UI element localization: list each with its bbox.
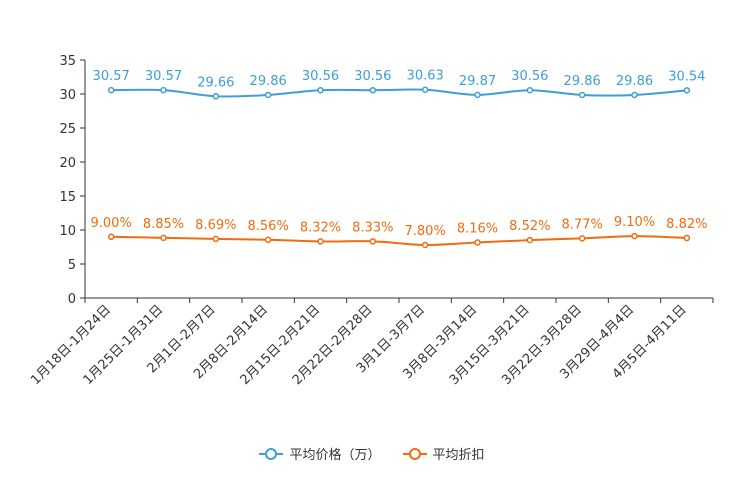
- data-point: [526, 236, 534, 244]
- data-label: 8.85%: [143, 217, 184, 232]
- data-label: 7.80%: [405, 224, 446, 239]
- data-point: [160, 86, 167, 94]
- data-label: 29.87: [459, 74, 496, 89]
- y-tick-label: 10: [59, 224, 76, 239]
- data-label: 9.00%: [91, 216, 132, 231]
- y-tick-label: 5: [68, 258, 76, 273]
- data-label: 30.63: [407, 69, 444, 84]
- y-tick-label: 30: [59, 88, 76, 103]
- data-label: 30.56: [511, 69, 548, 84]
- y-tick-label: 25: [59, 122, 76, 137]
- legend-item-discount[interactable]: 平均折扣: [402, 444, 485, 463]
- data-point: [264, 91, 272, 99]
- data-label: 29.86: [616, 74, 653, 89]
- chart-legend: 平均价格（万） 平均折扣: [0, 444, 744, 463]
- data-point: [578, 235, 586, 242]
- legend-item-price[interactable]: 平均价格（万）: [259, 444, 381, 463]
- data-label: 29.66: [197, 75, 234, 90]
- data-label: 8.77%: [562, 217, 603, 232]
- series-line-price: [111, 88, 687, 98]
- data-point: [631, 91, 638, 99]
- y-tick-label: 35: [59, 54, 76, 69]
- y-tick-label: 15: [59, 190, 76, 205]
- y-tick-label: 20: [59, 156, 76, 171]
- data-label: 8.52%: [509, 219, 550, 234]
- data-point: [264, 236, 272, 244]
- data-point: [421, 241, 429, 249]
- data-label: 9.10%: [614, 215, 655, 230]
- legend-swatch-discount: [402, 447, 427, 461]
- data-label: 8.16%: [457, 222, 498, 237]
- data-label: 8.32%: [300, 220, 341, 235]
- legend-label-price: 平均价格（万）: [289, 448, 381, 463]
- y-tick-label: 0: [68, 292, 76, 307]
- data-label: 30.56: [354, 69, 391, 84]
- line-chart: 051015202530351月18日-1月24日1月25日-1月31日2月1日…: [28, 54, 714, 388]
- data-point: [160, 234, 167, 242]
- data-label: 30.57: [145, 69, 182, 84]
- data-point: [526, 86, 534, 94]
- data-label: 8.69%: [195, 218, 236, 233]
- data-point: [474, 91, 481, 99]
- data-label: 29.86: [250, 74, 287, 89]
- data-point: [578, 91, 586, 99]
- data-label: 8.82%: [666, 217, 707, 232]
- data-point: [212, 235, 220, 243]
- data-label: 30.56: [302, 69, 339, 84]
- data-point: [107, 233, 115, 241]
- series-line-discount: [111, 235, 687, 246]
- data-label: 8.56%: [248, 219, 289, 234]
- data-label: 30.57: [93, 69, 130, 84]
- data-point: [212, 93, 220, 100]
- data-point: [317, 238, 324, 245]
- data-point: [683, 87, 691, 94]
- data-point: [369, 238, 377, 245]
- data-point: [317, 86, 324, 94]
- data-label: 8.33%: [352, 220, 393, 235]
- data-point: [369, 86, 377, 94]
- legend-swatch-price: [259, 447, 284, 461]
- data-point: [683, 234, 691, 242]
- data-point: [474, 239, 481, 246]
- legend-label-discount: 平均折扣: [432, 448, 485, 463]
- data-point: [107, 86, 115, 94]
- data-label: 29.86: [564, 74, 601, 89]
- chart-series: 30.57 30.57 29.66 29.86 30.56 30.56 30.63 29.87…: [91, 69, 707, 249]
- data-point: [631, 232, 638, 240]
- data-label: 30.54: [668, 69, 705, 84]
- data-point: [421, 86, 429, 93]
